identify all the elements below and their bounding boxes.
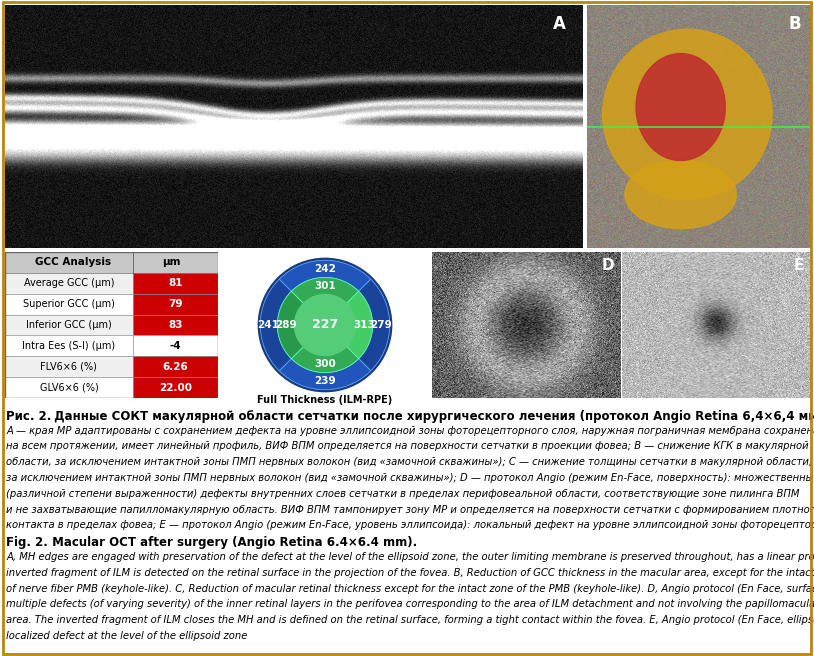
Text: 300: 300 bbox=[314, 359, 336, 369]
Text: Inferior GCC (μm): Inferior GCC (μm) bbox=[26, 320, 112, 330]
Text: localized defect at the level of the ellipsoid zone: localized defect at the level of the ell… bbox=[7, 631, 247, 641]
Bar bbox=[5, 273, 133, 294]
Text: Fig. 2.: Fig. 2. bbox=[7, 536, 48, 549]
Text: 83: 83 bbox=[168, 320, 182, 330]
Text: area. The inverted fragment of ILM closes the MH and is defined on the retinal s: area. The inverted fragment of ILM close… bbox=[7, 615, 814, 625]
Text: Superior GCC (μm): Superior GCC (μm) bbox=[23, 299, 115, 309]
Text: B: B bbox=[789, 14, 801, 33]
Polygon shape bbox=[602, 30, 772, 199]
Text: C: C bbox=[383, 256, 394, 272]
Text: и не захватывающие папилломакулярную область. ВИФ ВПМ тампонирует зону МР и опре: и не захватывающие папилломакулярную обл… bbox=[7, 504, 814, 514]
Bar bbox=[5, 252, 218, 273]
Wedge shape bbox=[291, 346, 359, 373]
Text: Macular OCT after surgery (Angio Retina 6.4×6.4 mm).: Macular OCT after surgery (Angio Retina … bbox=[48, 536, 418, 549]
Text: области, за исключением интактной зоны ПМП нервных волокон (вид «замочной скважи: области, за исключением интактной зоны П… bbox=[7, 457, 812, 467]
Text: A, MH edges are engaged with preservation of the defect at the level of the elli: A, MH edges are engaged with preservatio… bbox=[7, 552, 814, 562]
Text: 239: 239 bbox=[314, 377, 336, 386]
Text: Full Thickness (ILM-RPE): Full Thickness (ILM-RPE) bbox=[257, 395, 392, 405]
Text: за исключением интактной зоны ПМП нервных волокон (вид «замочной скважины»); D —: за исключением интактной зоны ПМП нервны… bbox=[7, 473, 814, 483]
Text: 301: 301 bbox=[314, 281, 336, 291]
Text: GCC Analysis: GCC Analysis bbox=[35, 257, 112, 268]
Text: Intra Ees (S-I) (μm): Intra Ees (S-I) (μm) bbox=[22, 341, 116, 351]
Text: 241: 241 bbox=[257, 320, 279, 330]
Circle shape bbox=[295, 295, 356, 356]
Text: A: A bbox=[553, 14, 566, 33]
Polygon shape bbox=[625, 161, 737, 228]
Text: Рис. 2.: Рис. 2. bbox=[7, 410, 52, 422]
Text: -4: -4 bbox=[169, 341, 182, 351]
Wedge shape bbox=[278, 291, 304, 359]
Bar bbox=[5, 294, 133, 315]
Bar bbox=[133, 377, 218, 398]
Text: of nerve fiber PMB (keyhole-like). C, Reduction of macular retinal thickness exc: of nerve fiber PMB (keyhole-like). C, Re… bbox=[7, 584, 814, 594]
Text: 6.26: 6.26 bbox=[163, 361, 188, 372]
Bar bbox=[133, 294, 218, 315]
Text: 81: 81 bbox=[168, 278, 182, 288]
Text: на всем протяжении, имеет линейный профиль, ВИФ ВПМ определяется на поверхности : на всем протяжении, имеет линейный профи… bbox=[7, 441, 809, 451]
Wedge shape bbox=[260, 279, 291, 371]
Text: GLV6×6 (%): GLV6×6 (%) bbox=[40, 382, 98, 392]
Text: D: D bbox=[602, 258, 615, 273]
Text: 227: 227 bbox=[312, 319, 338, 331]
Text: 279: 279 bbox=[370, 320, 392, 330]
Wedge shape bbox=[279, 359, 371, 390]
Text: 79: 79 bbox=[168, 299, 182, 309]
Bar bbox=[5, 315, 133, 335]
Text: 289: 289 bbox=[275, 320, 297, 330]
Text: Данные СОКТ макулярной области сетчатки после хирургического лечения (протокол A: Данные СОКТ макулярной области сетчатки … bbox=[50, 410, 814, 422]
Polygon shape bbox=[636, 54, 725, 161]
Bar bbox=[133, 273, 218, 294]
Wedge shape bbox=[347, 291, 373, 359]
Bar bbox=[133, 315, 218, 335]
Wedge shape bbox=[291, 277, 359, 304]
Text: μm: μm bbox=[162, 257, 181, 268]
Bar bbox=[133, 335, 218, 356]
Text: FLV6×6 (%): FLV6×6 (%) bbox=[41, 361, 98, 372]
Bar bbox=[5, 377, 133, 398]
Text: контакта в пределах фовеа; E — протокол Angio (режим En-Face, уровень эллипсоида: контакта в пределах фовеа; E — протокол … bbox=[7, 520, 814, 531]
Text: А — края МР адаптированы с сохранением дефекта на уровне эллипсоидной зоны фотор: А — края МР адаптированы с сохранением д… bbox=[7, 426, 814, 436]
Bar bbox=[5, 356, 133, 377]
Circle shape bbox=[258, 258, 392, 392]
Text: 22.00: 22.00 bbox=[159, 382, 192, 392]
Text: inverted fragment of ILM is detected on the retinal surface in the projection of: inverted fragment of ILM is detected on … bbox=[7, 568, 814, 578]
Text: 242: 242 bbox=[314, 264, 336, 274]
Wedge shape bbox=[359, 279, 390, 371]
Wedge shape bbox=[279, 260, 371, 291]
Bar bbox=[133, 356, 218, 377]
Text: E: E bbox=[794, 258, 804, 273]
Text: (различной степени выраженности) дефекты внутренних слоев сетчатки в пределах пе: (различной степени выраженности) дефекты… bbox=[7, 489, 800, 499]
Text: Average GCC (μm): Average GCC (μm) bbox=[24, 278, 114, 288]
Bar bbox=[5, 335, 133, 356]
Text: multiple defects (of varying severity) of the inner retinal layers in the perifo: multiple defects (of varying severity) o… bbox=[7, 600, 814, 609]
Text: 313: 313 bbox=[352, 320, 374, 330]
